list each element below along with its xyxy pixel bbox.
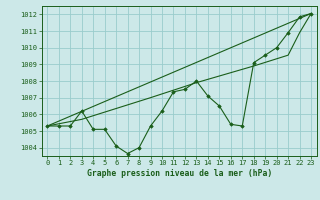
X-axis label: Graphe pression niveau de la mer (hPa): Graphe pression niveau de la mer (hPa) [87,169,272,178]
